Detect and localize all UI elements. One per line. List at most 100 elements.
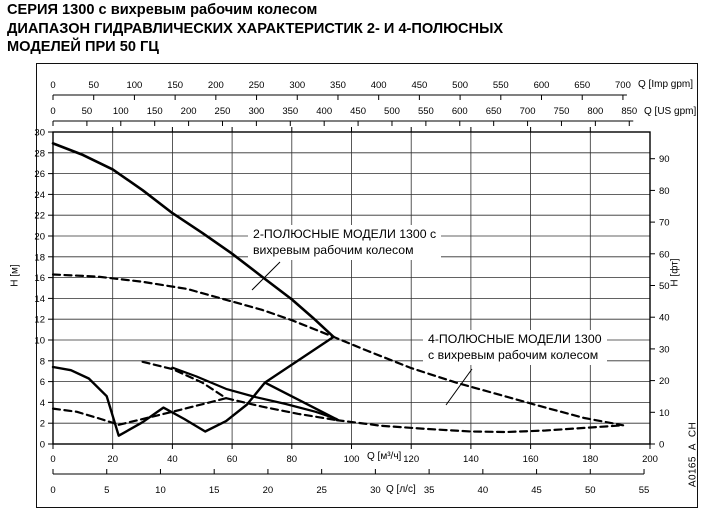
tick-label-y-m: 8 [40, 356, 45, 367]
title-line-2: ДИАПАЗОН ГИДРАВЛИЧЕСКИХ ХАРАКТЕРИСТИК 2-… [7, 20, 504, 37]
tick-label-x-ls: 15 [209, 485, 220, 496]
tick-label-y-ft: 80 [659, 186, 670, 197]
annotation-4-pole-line-2: с вихревым рабочим колесом [428, 347, 599, 362]
curve-2-pole-inner-curve [171, 366, 338, 421]
tick-label-x-us: 700 [520, 106, 536, 117]
tick-label-x-us: 450 [350, 106, 366, 117]
tick-label-y-ft: 40 [659, 313, 670, 324]
tick-label-y-ft: 60 [659, 249, 670, 260]
tick-label-x-imp: 0 [50, 80, 55, 91]
tick-label-y-m: 4 [40, 398, 45, 409]
tick-label-y-ft: 90 [659, 154, 670, 165]
tick-label-y-m: 6 [40, 377, 45, 388]
tick-label-x-m3h: 20 [107, 454, 118, 465]
x-axis-label-us-gpm: Q [US gpm] [644, 106, 697, 117]
tick-label-x-us: 400 [316, 106, 332, 117]
annotation-2-pole: 2-ПОЛЮСНЫЕ МОДЕЛИ 1300 с вихревым рабочи… [248, 225, 442, 261]
tick-label-x-us: 650 [486, 106, 502, 117]
x-axis-label-imp-gpm: Q [Imp gpm] [638, 79, 694, 90]
tick-label-y-m: 22 [34, 211, 45, 222]
tick-label-x-ls: 30 [370, 485, 381, 496]
tick-label-x-us: 600 [452, 106, 468, 117]
annotation-2-pole-line-1: 2-ПОЛЮСНЫЕ МОДЕЛИ 1300 с [253, 227, 437, 241]
tick-label-x-imp: 450 [411, 80, 427, 91]
tick-label-y-ft: 30 [659, 344, 670, 355]
tick-label-x-imp: 350 [330, 80, 346, 91]
title-line-1: СЕРИЯ 1300 с вихревым рабочим колесом [7, 2, 318, 18]
tick-label-x-m3h: 60 [227, 454, 238, 465]
annotation-4-pole-line-1: 4-ПОЛЮСНЫЕ МОДЕЛИ 1300 [428, 332, 602, 346]
curve-2-pole-max-flow-arm [263, 381, 340, 422]
tick-label-y-m: 20 [34, 232, 45, 243]
tick-label-x-ls: 20 [263, 485, 274, 496]
tick-label-x-ls: 0 [50, 485, 55, 496]
chart-frame [36, 63, 698, 508]
tick-label-x-imp: 500 [452, 80, 468, 91]
tick-label-x-ls: 45 [531, 485, 542, 496]
tick-label-x-us: 850 [621, 106, 637, 117]
curve-4-pole-lower-limit [335, 419, 625, 434]
tick-label-x-ls: 25 [316, 485, 327, 496]
tick-label-y-m: 18 [34, 252, 45, 263]
curve-2-pole-upper-limit [51, 142, 335, 339]
tick-label-y-m: 12 [34, 315, 45, 326]
tick-label-y-ft: 20 [659, 376, 670, 387]
curve-4-pole-lower-left [51, 407, 120, 426]
tick-label-x-m3h: 160 [523, 454, 539, 465]
tick-label-x-imp: 50 [88, 80, 99, 91]
page-title: СЕРИЯ 1300 с вихревым рабочим колесом ДИ… [7, 1, 503, 57]
curve-4-pole-closing-diagonal [117, 397, 228, 426]
tick-label-y-m: 0 [40, 440, 45, 451]
tick-label-x-imp: 300 [289, 80, 305, 91]
x-axis-label-m3h: Q [м³/ч] [367, 451, 402, 462]
leader-4-pole-label [445, 368, 473, 406]
tick-label-y-m: 16 [34, 273, 45, 284]
tick-label-y-m: 2 [40, 419, 45, 430]
tick-label-x-ls: 35 [424, 485, 435, 496]
tick-label-x-us: 300 [248, 106, 264, 117]
tick-label-y-m: 26 [34, 169, 45, 180]
tick-label-y-m: 24 [34, 190, 45, 201]
tick-label-x-ls: 5 [104, 485, 109, 496]
tick-label-x-imp: 400 [371, 80, 387, 91]
tick-label-x-us: 100 [113, 106, 129, 117]
tick-label-y-ft: 0 [659, 440, 664, 451]
tick-label-x-imp: 700 [615, 80, 631, 91]
tick-label-x-us: 750 [554, 106, 570, 117]
annotation-2-pole-line-2: вихревым рабочим колесом [253, 242, 414, 257]
tick-label-x-imp: 200 [208, 80, 224, 91]
tick-label-x-m3h: 140 [463, 454, 479, 465]
tick-label-x-us: 150 [147, 106, 163, 117]
tick-label-x-ls: 55 [639, 485, 650, 496]
tick-label-x-ls: 50 [585, 485, 596, 496]
drawing-code: A0165_A_CH [687, 421, 699, 488]
tick-label-y-ft: 50 [659, 281, 670, 292]
tick-label-x-imp: 650 [574, 80, 590, 91]
tick-label-x-m3h: 120 [403, 454, 419, 465]
tick-label-x-imp: 150 [167, 80, 183, 91]
leader-2-pole-label [251, 261, 281, 291]
tick-label-x-imp: 550 [493, 80, 509, 91]
y-axis-label-ft: H [фт] [669, 258, 681, 287]
tick-label-x-us: 500 [384, 106, 400, 117]
tick-label-y-ft: 70 [659, 218, 670, 229]
tick-label-x-m3h: 180 [582, 454, 598, 465]
tick-label-x-us: 200 [181, 106, 197, 117]
tick-label-x-us: 550 [418, 106, 434, 117]
tick-label-x-m3h: 80 [287, 454, 298, 465]
tick-label-x-ls: 40 [478, 485, 489, 496]
tick-label-x-us: 250 [215, 106, 231, 117]
tick-label-x-us: 0 [50, 106, 55, 117]
tick-label-y-m: 14 [34, 294, 45, 305]
tick-label-x-ls: 10 [155, 485, 166, 496]
tick-label-x-us: 50 [82, 106, 93, 117]
title-line-3: МОДЕЛЕЙ ПРИ 50 ГЦ [7, 39, 159, 56]
tick-label-x-imp: 600 [534, 80, 550, 91]
tick-label-x-m3h: 40 [167, 454, 178, 465]
x-axis-label-ls: Q [л/с] [386, 484, 416, 495]
y-axis-label-m: H [м] [9, 264, 21, 287]
tick-label-y-m: 28 [34, 148, 45, 159]
curve-2-pole-lower-zigzag [51, 335, 335, 437]
